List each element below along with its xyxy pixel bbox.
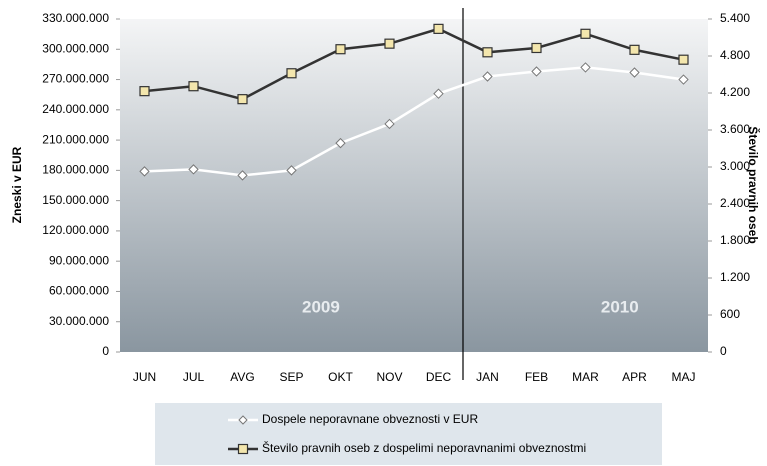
marker (482, 47, 493, 58)
marker (335, 137, 346, 149)
y-tick-label: 0 (102, 344, 109, 358)
y-tick-label: 180.000.000 (42, 163, 109, 177)
y-axis-label: Zneski v EUR (10, 146, 24, 223)
y-tick-label: 60.000.000 (49, 284, 109, 298)
marker (139, 166, 150, 177)
y-tick-label: 270.000.000 (42, 72, 109, 86)
x-tick-label: FEB (525, 370, 548, 384)
marker (629, 44, 640, 55)
y-tick-label: 150.000.000 (42, 193, 109, 207)
x-tick-label: APR (622, 370, 647, 384)
x-tick-label: OKT (328, 370, 353, 384)
legend-label: Dospele neporavnane obveznosti v EUR (262, 412, 478, 426)
legend-marker (238, 415, 248, 425)
marker (629, 67, 640, 78)
marker (237, 170, 248, 181)
marker (678, 74, 689, 85)
legend-marker (237, 443, 249, 455)
x-tick-label: NOV (376, 370, 402, 384)
marker (531, 66, 542, 77)
y-tick-label: 240.000.000 (42, 102, 109, 116)
marker (580, 62, 591, 73)
marker (139, 86, 150, 97)
marker (433, 23, 444, 34)
y2-tick-label: 4.800 (720, 48, 750, 62)
y2-tick-label: 3.600 (720, 122, 750, 136)
marker (580, 28, 591, 39)
y-tick-label: 330.000.000 (42, 11, 109, 25)
marker (188, 81, 199, 92)
legend-box (155, 403, 662, 465)
y2-tick-label: 2.400 (720, 196, 750, 210)
y2-tick-label: 0 (720, 344, 727, 358)
marker (286, 68, 297, 79)
y-tick-label: 30.000.000 (49, 314, 109, 328)
marker (237, 94, 248, 105)
x-tick-label: MAR (572, 370, 599, 384)
y-tick-label: 210.000.000 (42, 132, 109, 146)
x-tick-label: SEP (279, 370, 303, 384)
y2-tick-label: 600 (720, 307, 740, 321)
y-tick-label: 300.000.000 (42, 41, 109, 55)
y2-tick-label: 5.400 (720, 11, 750, 25)
marker (286, 165, 297, 176)
x-tick-label: JUN (133, 370, 156, 384)
x-tick-label: JAN (476, 370, 499, 384)
marker (384, 38, 395, 49)
legend-label: Število pravnih oseb z dospelimi neporav… (262, 440, 586, 455)
marker (433, 88, 444, 99)
y-tick-label: 90.000.000 (49, 253, 109, 267)
x-tick-label: JUL (183, 370, 205, 384)
y2-axis-label: Število pravnih oseb (746, 126, 761, 243)
marker (531, 42, 542, 54)
x-tick-label: MAJ (672, 370, 696, 384)
series-line (144, 27, 684, 101)
y2-tick-label: 1.200 (720, 270, 750, 284)
marker (188, 164, 199, 175)
marker (678, 54, 689, 65)
x-tick-label: AVG (230, 370, 254, 384)
plot-area (120, 19, 708, 352)
year-label: 2010 (601, 297, 639, 316)
marker (482, 71, 493, 82)
y2-tick-label: 1.800 (720, 233, 750, 247)
marker (335, 44, 346, 55)
x-tick-label: DEC (426, 370, 452, 384)
series-line (144, 66, 684, 177)
y-tick-label: 120.000.000 (42, 223, 109, 237)
marker (384, 118, 395, 130)
y2-tick-label: 3.000 (720, 159, 750, 173)
year-label: 2009 (302, 297, 340, 316)
y2-tick-label: 4.200 (720, 85, 750, 99)
